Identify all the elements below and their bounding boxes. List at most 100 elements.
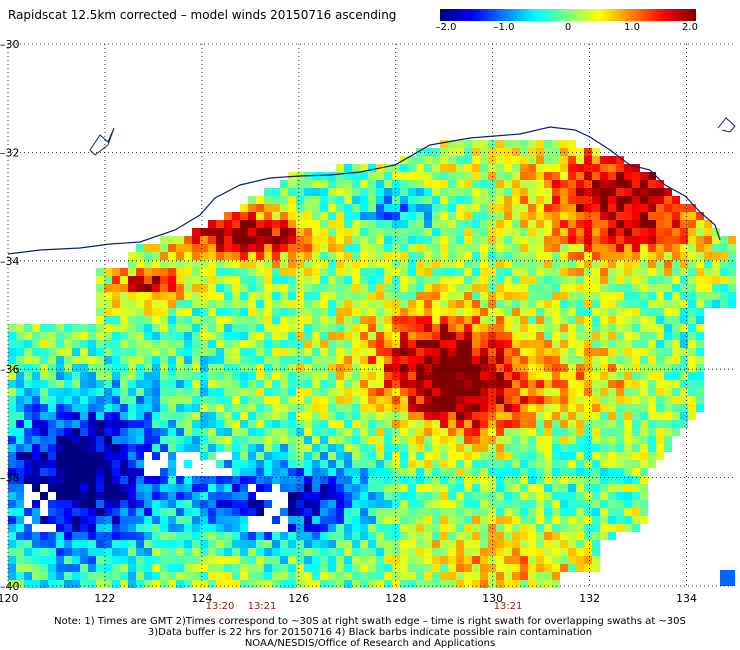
wind-difference-cell: [224, 356, 232, 364]
wind-difference-cell: [8, 452, 16, 460]
wind-difference-cell: [464, 340, 472, 348]
wind-difference-cell: [56, 548, 64, 556]
wind-difference-cell: [48, 476, 56, 484]
wind-difference-cell: [464, 460, 472, 468]
wind-difference-cell: [688, 204, 696, 212]
wind-difference-cell: [328, 324, 336, 332]
wind-difference-cell: [584, 348, 592, 356]
wind-difference-cell: [328, 236, 336, 244]
wind-difference-cell: [32, 516, 40, 524]
wind-difference-cell: [616, 308, 624, 316]
wind-difference-cell: [648, 372, 656, 380]
wind-difference-cell: [568, 204, 576, 212]
wind-difference-cell: [216, 284, 224, 292]
wind-difference-cell: [96, 300, 104, 308]
wind-difference-cell: [568, 196, 576, 204]
wind-difference-cell: [8, 436, 16, 444]
wind-difference-cell: [416, 572, 424, 580]
wind-difference-cell: [544, 532, 552, 540]
wind-difference-cell: [272, 300, 280, 308]
wind-difference-cell: [512, 460, 520, 468]
wind-difference-cell: [176, 340, 184, 348]
wind-difference-cell: [328, 484, 336, 492]
wind-difference-cell: [648, 420, 656, 428]
wind-difference-cell: [624, 340, 632, 348]
wind-difference-cell: [248, 196, 256, 204]
wind-difference-cell: [552, 220, 560, 228]
wind-difference-cell: [448, 340, 456, 348]
wind-difference-cell: [448, 556, 456, 564]
latitude-label: –38: [0, 472, 20, 485]
wind-difference-cell: [496, 252, 504, 260]
wind-difference-cell: [104, 564, 112, 572]
wind-difference-cell: [696, 244, 704, 252]
wind-difference-cell: [112, 364, 120, 372]
wind-difference-cell: [176, 516, 184, 524]
wind-difference-cell: [552, 404, 560, 412]
wind-difference-cell: [728, 292, 736, 300]
wind-difference-cell: [632, 524, 640, 532]
wind-difference-cell: [528, 180, 536, 188]
wind-difference-cell: [48, 388, 56, 396]
wind-difference-cell: [352, 540, 360, 548]
wind-difference-cell: [552, 388, 560, 396]
wind-difference-cell: [568, 564, 576, 572]
wind-difference-cell: [336, 532, 344, 540]
wind-difference-cell: [600, 428, 608, 436]
wind-difference-cell: [336, 356, 344, 364]
wind-difference-cell: [136, 348, 144, 356]
wind-difference-cell: [448, 188, 456, 196]
wind-difference-cell: [80, 436, 88, 444]
wind-difference-cell: [640, 372, 648, 380]
wind-difference-cell: [112, 276, 120, 284]
wind-difference-cell: [632, 228, 640, 236]
wind-difference-cell: [600, 284, 608, 292]
wind-difference-cell: [128, 492, 136, 500]
wind-difference-cell: [336, 364, 344, 372]
wind-difference-cell: [480, 372, 488, 380]
wind-difference-cell: [72, 572, 80, 580]
wind-difference-cell: [528, 292, 536, 300]
wind-difference-cell: [160, 412, 168, 420]
wind-difference-cell: [304, 524, 312, 532]
wind-difference-cell: [632, 460, 640, 468]
wind-difference-cell: [296, 444, 304, 452]
wind-difference-cell: [312, 268, 320, 276]
wind-difference-cell: [488, 244, 496, 252]
wind-difference-cell: [504, 372, 512, 380]
wind-difference-cell: [208, 228, 216, 236]
wind-difference-cell: [552, 412, 560, 420]
wind-difference-cell: [480, 348, 488, 356]
wind-difference-cell: [256, 340, 264, 348]
wind-difference-cell: [616, 204, 624, 212]
wind-difference-cell: [448, 548, 456, 556]
wind-difference-cell: [224, 444, 232, 452]
wind-difference-cell: [48, 428, 56, 436]
wind-difference-cell: [328, 316, 336, 324]
wind-difference-cell: [160, 500, 168, 508]
wind-difference-cell: [376, 524, 384, 532]
wind-difference-cell: [576, 508, 584, 516]
wind-difference-cell: [384, 580, 392, 588]
wind-difference-cell: [600, 180, 608, 188]
wind-difference-cell: [128, 364, 136, 372]
wind-difference-cell: [384, 532, 392, 540]
wind-difference-cell: [688, 244, 696, 252]
wind-difference-cell: [8, 420, 16, 428]
wind-difference-cell: [200, 300, 208, 308]
wind-difference-cell: [672, 212, 680, 220]
wind-difference-cell: [320, 308, 328, 316]
wind-difference-cell: [192, 252, 200, 260]
wind-difference-cell: [8, 484, 16, 492]
wind-difference-cell: [256, 532, 264, 540]
wind-difference-cell: [688, 300, 696, 308]
wind-difference-cell: [248, 388, 256, 396]
wind-difference-cell: [664, 412, 672, 420]
wind-difference-cell: [616, 356, 624, 364]
wind-difference-cell: [592, 260, 600, 268]
wind-difference-cell: [496, 476, 504, 484]
wind-difference-cell: [576, 380, 584, 388]
wind-difference-cell: [128, 380, 136, 388]
wind-difference-cell: [432, 556, 440, 564]
wind-difference-cell: [584, 484, 592, 492]
